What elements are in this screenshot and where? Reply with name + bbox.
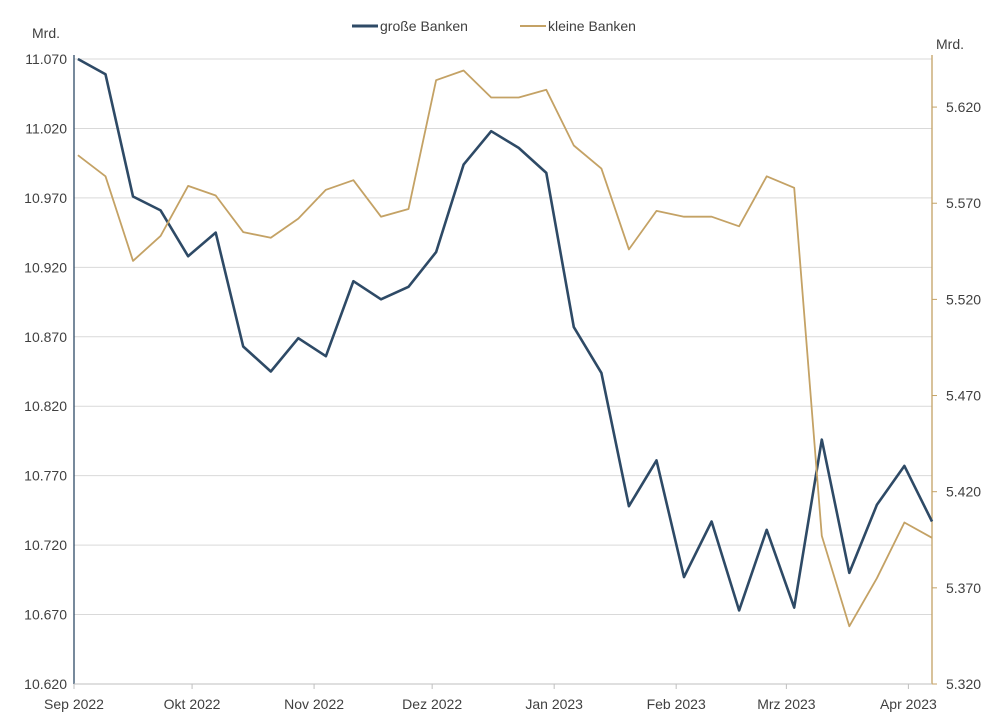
right-tick-label: 5.420 [946, 484, 981, 500]
left-axis-unit: Mrd. [32, 25, 60, 41]
x-tick-label: Okt 2022 [164, 696, 221, 712]
x-tick-label: Dez 2022 [402, 696, 462, 712]
axes: 10.620 10.670 10.720 10.770 10.820 10.870 10.9… [24, 51, 981, 712]
x-tick-label: Feb 2023 [647, 696, 706, 712]
gridlines [74, 58, 932, 616]
series-line-grosse-banken [77, 57, 934, 612]
left-tick-label: 10.920 [24, 259, 67, 275]
right-tick-label: 5.620 [946, 99, 981, 115]
left-tick-label: 10.620 [24, 676, 67, 692]
left-tick-label: 11.020 [25, 120, 67, 136]
x-tick-label: Apr 2023 [880, 696, 937, 712]
left-tick-label: 10.820 [24, 398, 67, 414]
legend-label: große Banken [380, 18, 468, 34]
legend: große Banken kleine Banken [352, 18, 636, 34]
left-tick-label: 10.670 [24, 607, 67, 623]
left-tick-label: 10.720 [24, 537, 67, 553]
right-tick-label: 5.470 [946, 388, 981, 404]
x-tick-label: Mrz 2023 [757, 696, 816, 712]
right-tick-label: 5.520 [946, 291, 981, 307]
legend-label: kleine Banken [548, 18, 636, 34]
right-tick-label: 5.370 [946, 580, 981, 596]
x-tick-label: Nov 2022 [284, 696, 344, 712]
right-tick-label: 5.570 [946, 195, 981, 211]
series-lines [77, 57, 934, 628]
left-tick-label: 10.870 [24, 329, 67, 345]
x-tick-label: Sep 2022 [44, 696, 104, 712]
left-tick-label: 10.770 [24, 468, 67, 484]
right-tick-label: 5.320 [946, 676, 981, 692]
left-tick-label: 11.070 [25, 51, 67, 67]
series-line-kleine-banken [77, 69, 933, 628]
right-axis-unit: Mrd. [936, 36, 964, 52]
left-tick-label: 10.970 [24, 190, 67, 206]
x-tick-label: Jan 2023 [525, 696, 583, 712]
